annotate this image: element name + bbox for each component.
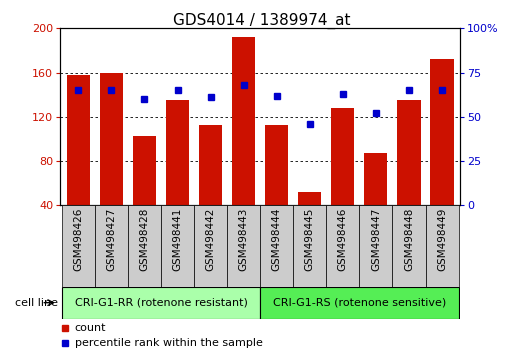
- Bar: [260, 205, 293, 287]
- Text: GSM498443: GSM498443: [238, 208, 248, 271]
- Bar: [298, 192, 321, 205]
- Bar: [359, 205, 392, 287]
- Text: GSM498449: GSM498449: [437, 208, 447, 271]
- Bar: [161, 205, 194, 287]
- Text: GSM498441: GSM498441: [173, 208, 183, 271]
- Text: GSM498426: GSM498426: [73, 208, 83, 271]
- Bar: [365, 153, 388, 205]
- Bar: [166, 100, 189, 205]
- Bar: [128, 205, 161, 287]
- Bar: [326, 205, 359, 287]
- Bar: [100, 73, 123, 205]
- Text: GSM498428: GSM498428: [140, 208, 150, 271]
- Bar: [426, 205, 459, 287]
- Text: CRI-G1-RR (rotenone resistant): CRI-G1-RR (rotenone resistant): [75, 298, 247, 308]
- Bar: [392, 205, 426, 287]
- Bar: [62, 205, 95, 287]
- Bar: [331, 108, 355, 205]
- Text: cell line: cell line: [15, 298, 58, 308]
- Bar: [293, 205, 326, 287]
- Text: GDS4014 / 1389974_at: GDS4014 / 1389974_at: [173, 12, 350, 29]
- Text: GSM498442: GSM498442: [206, 208, 215, 271]
- Bar: [260, 287, 459, 319]
- Bar: [227, 205, 260, 287]
- Bar: [199, 125, 222, 205]
- Text: GSM498445: GSM498445: [305, 208, 315, 271]
- Text: GSM498446: GSM498446: [338, 208, 348, 271]
- Text: GSM498444: GSM498444: [272, 208, 282, 271]
- Bar: [194, 205, 227, 287]
- Text: count: count: [75, 322, 106, 332]
- Bar: [133, 136, 156, 205]
- Bar: [62, 287, 260, 319]
- Text: GSM498448: GSM498448: [404, 208, 414, 271]
- Text: GSM498427: GSM498427: [106, 208, 117, 271]
- Bar: [67, 75, 90, 205]
- Bar: [397, 100, 420, 205]
- Bar: [232, 37, 255, 205]
- Bar: [265, 125, 288, 205]
- Text: GSM498447: GSM498447: [371, 208, 381, 271]
- Text: percentile rank within the sample: percentile rank within the sample: [75, 338, 263, 348]
- Text: CRI-G1-RS (rotenone sensitive): CRI-G1-RS (rotenone sensitive): [273, 298, 446, 308]
- Bar: [430, 59, 453, 205]
- Bar: [95, 205, 128, 287]
